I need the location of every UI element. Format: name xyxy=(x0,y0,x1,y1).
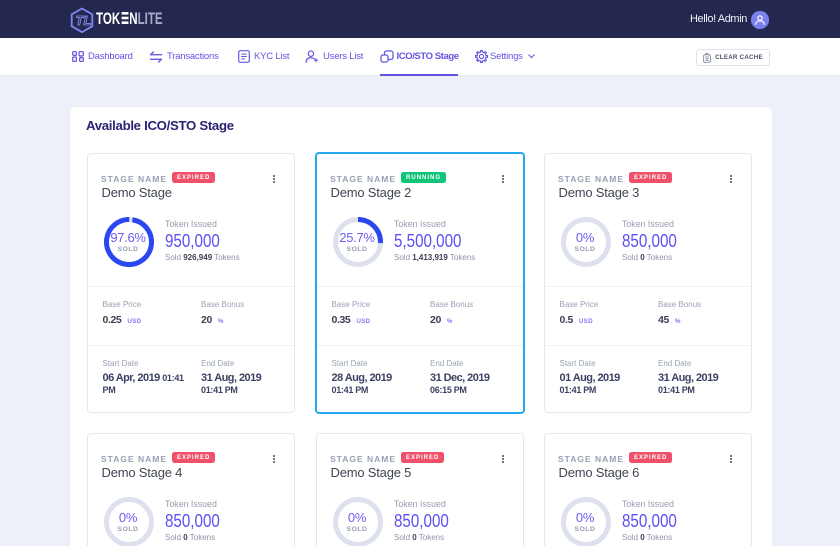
svg-text:TL: TL xyxy=(76,13,92,28)
